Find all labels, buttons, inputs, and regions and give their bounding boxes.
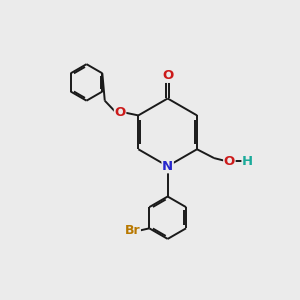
- Text: O: O: [115, 106, 126, 119]
- Text: H: H: [242, 154, 253, 167]
- Text: O: O: [224, 154, 235, 167]
- Text: O: O: [162, 69, 173, 82]
- Text: Br: Br: [125, 224, 140, 237]
- Text: N: N: [162, 160, 173, 173]
